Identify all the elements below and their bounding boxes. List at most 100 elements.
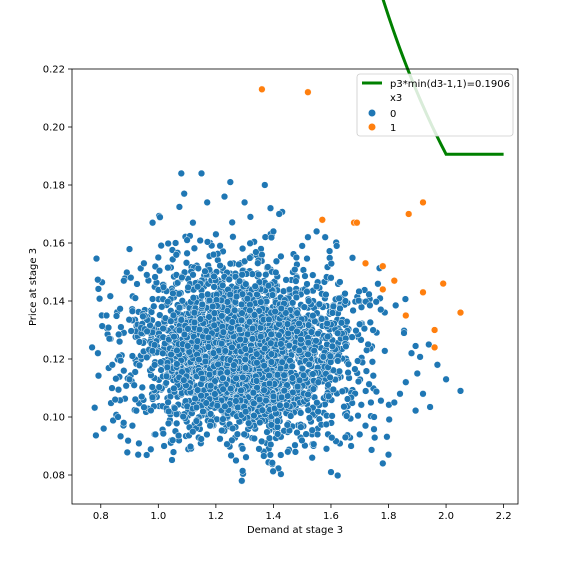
data-point-class0 [123,448,131,457]
data-point-class0 [273,417,282,425]
data-point-class0 [309,271,317,279]
data-point-class0 [377,397,385,405]
legend-class0-label: 0 [390,109,396,120]
y-axis-label: Price at stage 3 [28,248,39,326]
data-point-class0 [240,257,249,265]
data-point-class0 [252,377,261,385]
data-point-class0 [104,323,113,332]
data-point-class0 [219,281,227,290]
data-point-class0 [267,339,275,347]
data-point-class0 [293,382,302,391]
data-point-class0 [293,428,301,437]
data-point-class0 [265,315,273,324]
data-point-class0 [274,430,282,438]
data-point-class0 [206,410,215,418]
data-point-class0 [140,259,148,267]
data-point-class0 [115,337,124,346]
data-point-class0 [100,424,108,433]
data-point-class0 [299,266,308,274]
data-point-class0 [199,407,207,416]
data-point-class0 [260,452,268,460]
data-point-class0 [228,218,236,227]
data-point-class0 [154,320,162,328]
data-point-class0 [372,387,381,396]
data-point-class0 [302,430,310,438]
data-point-class0 [214,360,222,369]
data-point-class0 [192,403,201,412]
data-point-class0 [143,271,151,279]
data-point-class0 [143,451,151,459]
data-point-class0 [132,407,140,415]
data-point-class0 [135,361,144,369]
data-point-class0 [295,319,303,328]
data-point-class0 [377,305,385,314]
data-point-class0 [190,318,199,327]
data-point-class0 [335,294,343,303]
data-point-class0 [308,426,316,434]
data-point-class0 [131,395,139,404]
data-point-class0 [148,347,157,355]
data-point-class0 [194,386,202,394]
data-point-class0 [211,390,219,398]
data-point-class0 [413,369,421,378]
data-point-class0 [265,371,273,380]
data-point-class0 [326,352,334,360]
class0-points [88,169,465,485]
data-point-class0 [313,430,322,439]
data-point-class0 [361,422,370,430]
data-point-class0 [379,459,387,468]
data-point-class0 [352,327,360,335]
data-point-class0 [120,367,128,375]
data-point-class0 [272,257,281,265]
data-point-class0 [322,420,330,429]
data-point-class0 [284,448,292,456]
data-point-class0 [201,357,210,366]
data-point-class0 [88,343,96,352]
data-point-class0 [237,386,245,395]
data-point-class0 [344,368,352,377]
data-point-class1 [379,262,387,270]
data-point-class0 [186,442,195,451]
data-point-class0 [329,302,338,311]
data-point-class0 [177,169,185,178]
data-point-class0 [238,467,247,475]
x-axis-label: Demand at stage 3 [247,525,343,536]
data-point-class0 [228,343,236,352]
legend-class0-marker [368,109,376,117]
data-point-class0 [223,440,231,448]
data-point-class0 [189,271,197,279]
data-point-class0 [254,259,262,267]
data-point-class0 [227,384,235,393]
y-tick-label: 0.18 [43,181,65,192]
data-point-class0 [329,385,337,394]
x-tick-label: 2.0 [438,511,454,522]
data-point-class1 [405,210,413,218]
data-point-class0 [293,327,301,336]
data-point-class0 [262,396,270,405]
data-point-class0 [258,437,266,446]
data-point-class0 [333,242,341,250]
data-point-class0 [368,358,377,366]
data-point-class0 [171,239,180,247]
data-point-class0 [205,296,214,305]
data-point-class0 [291,441,299,449]
data-point-class0 [248,324,257,333]
data-point-class0 [289,299,297,307]
data-point-class0 [174,431,183,440]
data-point-class0 [354,357,362,365]
data-point-class0 [327,468,335,476]
data-point-class0 [309,370,317,378]
data-point-class0 [383,433,391,441]
data-point-class0 [233,430,242,438]
data-point-class0 [298,242,306,250]
data-point-class0 [265,434,274,442]
y-tick-label: 0.16 [43,239,65,250]
data-point-class0 [318,315,326,323]
data-point-class1 [353,219,361,227]
data-point-class0 [204,333,213,342]
data-point-class0 [336,278,344,286]
data-point-class0 [204,343,213,351]
data-point-class0 [292,277,300,285]
data-point-class0 [122,382,130,390]
x-tick-label: 2.2 [496,511,512,522]
